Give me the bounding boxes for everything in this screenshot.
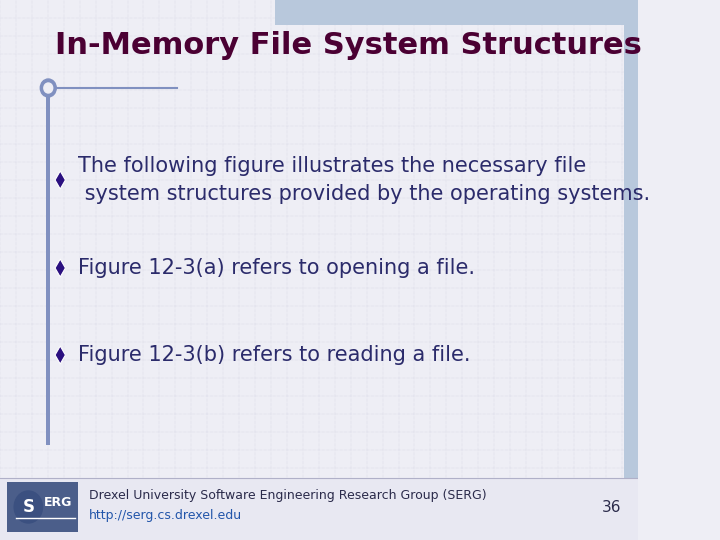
FancyBboxPatch shape xyxy=(0,478,638,540)
Circle shape xyxy=(40,79,56,97)
Polygon shape xyxy=(55,171,66,189)
FancyBboxPatch shape xyxy=(7,482,78,532)
Text: ERG: ERG xyxy=(44,496,73,509)
FancyBboxPatch shape xyxy=(46,80,50,445)
Text: Figure 12-3(b) refers to reading a file.: Figure 12-3(b) refers to reading a file. xyxy=(78,345,470,365)
FancyBboxPatch shape xyxy=(274,0,642,25)
Circle shape xyxy=(44,83,53,93)
FancyBboxPatch shape xyxy=(624,0,638,540)
Text: Drexel University Software Engineering Research Group (SERG): Drexel University Software Engineering R… xyxy=(89,489,486,502)
Polygon shape xyxy=(55,259,66,277)
Circle shape xyxy=(14,491,42,523)
Text: Figure 12-3(a) refers to opening a file.: Figure 12-3(a) refers to opening a file. xyxy=(78,258,475,278)
Text: The following figure illustrates the necessary file
 system structures provided : The following figure illustrates the nec… xyxy=(78,156,650,204)
Text: http://serg.cs.drexel.edu: http://serg.cs.drexel.edu xyxy=(89,509,242,522)
Polygon shape xyxy=(55,346,66,364)
Text: S: S xyxy=(22,498,35,516)
Text: 36: 36 xyxy=(601,500,621,515)
Text: In-Memory File System Structures: In-Memory File System Structures xyxy=(55,31,642,60)
